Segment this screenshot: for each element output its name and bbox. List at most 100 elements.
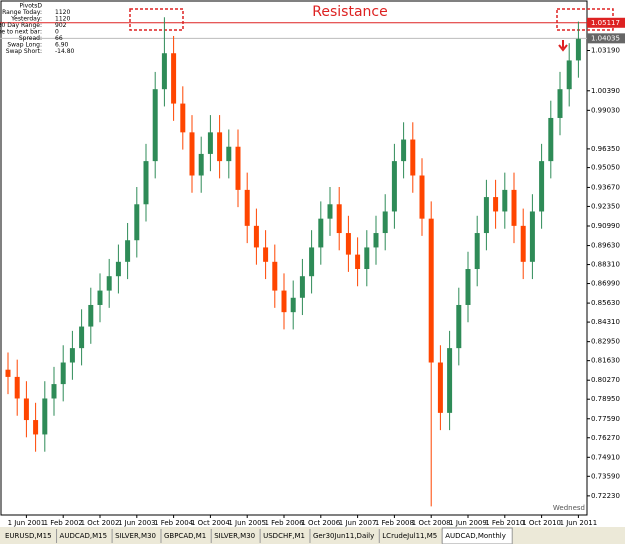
y-tick-label: 0.95050 — [591, 164, 620, 172]
x-tick-label: 1 Feb 2002 — [44, 519, 83, 527]
y-tick-label: 0.96350 — [591, 145, 620, 153]
candle-body — [152, 89, 158, 162]
candle-body — [529, 211, 535, 262]
info-value: 6.90 — [55, 42, 69, 49]
price-label-bg — [587, 33, 625, 44]
candle-body — [217, 132, 223, 162]
candle-body — [447, 348, 453, 413]
y-tick-label: 1.00390 — [591, 87, 620, 95]
candle-body — [428, 218, 434, 363]
candle-body — [355, 254, 361, 270]
y-tick-label: 0.73590 — [591, 472, 620, 480]
y-tick-label: 0.76270 — [591, 434, 620, 442]
x-tick-label: 1 Feb 2010 — [485, 519, 524, 527]
candle-body — [575, 38, 581, 61]
arrow — [558, 40, 568, 52]
candle-body — [483, 197, 489, 234]
info-value: 902 — [55, 22, 67, 29]
candle-body — [143, 161, 149, 205]
candle-body — [23, 398, 29, 421]
x-tick-label: 1 Jun 2011 — [560, 519, 598, 527]
y-tick-label: 0.82950 — [591, 338, 620, 346]
y-tick-label: 0.85630 — [591, 299, 620, 307]
x-tick-label: 1 Jun 2005 — [228, 519, 266, 527]
x-tick-label: 1 Oct 2006 — [301, 519, 340, 527]
candle-body — [33, 420, 39, 435]
candle-body — [97, 290, 103, 305]
active-tab[interactable]: AUDCAD,Monthly — [445, 532, 506, 540]
y-tick-label: 0.86990 — [591, 280, 620, 288]
tab[interactable]: USDCHF,M1 — [263, 532, 305, 540]
candle-body — [299, 276, 305, 298]
candle-body — [106, 276, 112, 291]
x-tick-label: 1 Oct 2010 — [522, 519, 561, 527]
candle-body — [60, 362, 66, 385]
candle-body — [474, 233, 480, 270]
candle-body — [125, 240, 131, 262]
candle-body — [180, 103, 186, 133]
candle-body — [548, 117, 554, 162]
candle-body — [401, 139, 407, 162]
candle-body — [382, 211, 388, 234]
x-tick-label: 1 Jun 2009 — [449, 519, 487, 527]
candle-body — [336, 204, 342, 234]
candle-body — [134, 204, 140, 241]
x-tick-label: 1 Feb 2008 — [375, 519, 414, 527]
candle-body — [161, 53, 167, 90]
candle-body — [14, 376, 20, 399]
candle-body — [51, 384, 57, 399]
y-tick-label: 0.88310 — [591, 261, 620, 269]
x-tick-label: 1 Jun 2003 — [118, 519, 156, 527]
price-label-bg — [587, 17, 625, 28]
candle-body — [244, 189, 250, 226]
last-price-label: 1.04035 — [591, 34, 620, 42]
info-value: 0 — [55, 29, 59, 36]
tab[interactable]: Ger30Jun11,Daily — [313, 532, 374, 540]
y-tick-label: 0.80270 — [591, 376, 620, 384]
info-value: 1120 — [55, 16, 70, 23]
candle-body — [539, 161, 545, 212]
y-tick-label: 0.89630 — [591, 242, 620, 250]
active-tab-bg — [441, 527, 513, 544]
candle-body — [88, 304, 94, 327]
tab[interactable]: SILVER,M30 — [214, 532, 255, 540]
highlight-box — [129, 8, 184, 31]
candle-body — [189, 132, 195, 176]
info-label: Swap Short: — [6, 48, 42, 55]
y-tick-label: 0.90990 — [591, 222, 620, 230]
candle-body — [5, 369, 11, 377]
info-value: 1120 — [55, 9, 70, 16]
candle-body — [318, 218, 324, 248]
info-label: Spread: — [19, 35, 42, 42]
y-tick-label: 0.72230 — [591, 492, 620, 500]
candle-body — [557, 89, 563, 118]
candle-body — [327, 204, 333, 219]
y-tick-label: 0.92350 — [591, 202, 620, 210]
candle-body — [42, 398, 48, 435]
plot-frame — [0, 0, 588, 516]
y-tick-label: 0.77590 — [591, 415, 620, 423]
tab[interactable]: AUDCAD,M15 — [60, 532, 108, 540]
tab[interactable]: LCrudeJul11,M5 — [382, 532, 437, 540]
tab[interactable]: GBPCAD,M1 — [164, 532, 206, 540]
candle-body — [456, 304, 462, 349]
y-tick-label: 0.84310 — [591, 318, 620, 326]
candle-body — [502, 189, 508, 212]
candle-body — [198, 153, 204, 176]
info-value: -14.80 — [55, 48, 75, 55]
candle-body — [263, 247, 269, 262]
info-label: Yesterday: — [10, 16, 42, 23]
x-tick-label: 1 Oct 2004 — [191, 519, 230, 527]
candle-body — [290, 297, 296, 313]
tab[interactable]: EURUSD,M15 — [5, 532, 52, 540]
info-label: Swap Long: — [7, 42, 42, 49]
x-tick-label: 1 Oct 2002 — [81, 519, 120, 527]
x-tick-label: 1 Jun 2001 — [8, 519, 46, 527]
candle-body — [235, 146, 241, 190]
tab[interactable]: SILVER,M30 — [115, 532, 156, 540]
candle-body — [437, 362, 443, 413]
candle-body — [309, 247, 315, 277]
y-tick-label: 0.74910 — [591, 453, 620, 461]
candle-body — [391, 161, 397, 212]
